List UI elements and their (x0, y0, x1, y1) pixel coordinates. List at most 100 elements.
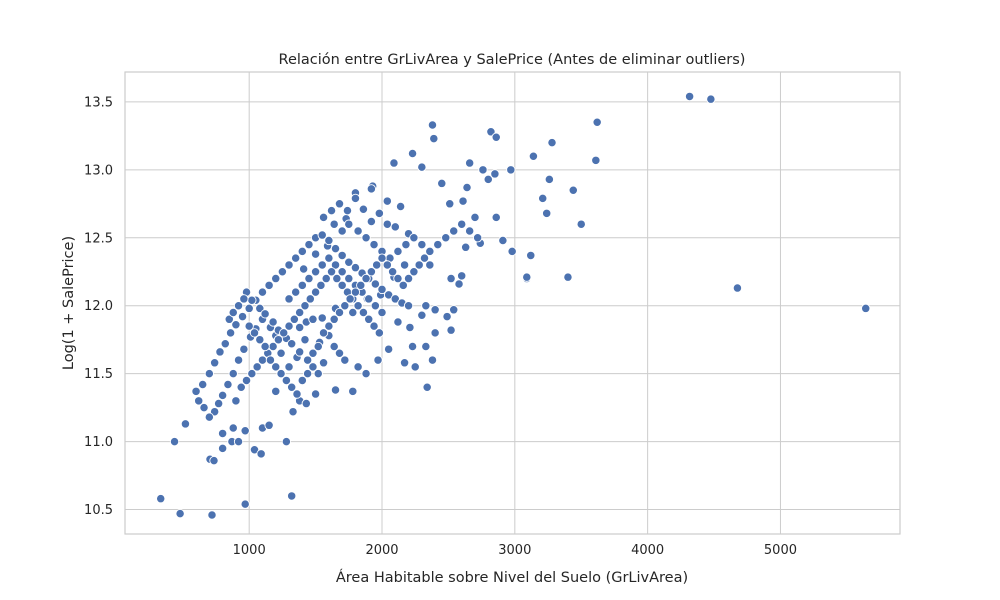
data-point (247, 369, 257, 379)
data-point (350, 287, 361, 297)
data-point (390, 294, 400, 304)
data-point (225, 328, 236, 338)
data-point (366, 267, 377, 277)
data-point (568, 185, 578, 195)
data-point (417, 239, 427, 250)
data-point (526, 250, 536, 261)
data-point (442, 311, 452, 322)
data-point (304, 273, 314, 284)
data-point (298, 264, 309, 274)
data-point (324, 235, 334, 246)
data-point (265, 355, 276, 365)
data-point (297, 280, 307, 290)
data-point (228, 423, 238, 433)
data-point (425, 246, 435, 257)
data-point (383, 344, 394, 354)
data-point (522, 272, 532, 282)
data-point (288, 407, 298, 417)
data-point (297, 375, 307, 386)
data-point (220, 339, 230, 349)
data-point (277, 267, 288, 277)
data-point (223, 379, 233, 390)
data-point (313, 341, 323, 352)
data-point (308, 362, 318, 372)
data-point (528, 151, 539, 161)
data-point (329, 314, 339, 324)
data-point (249, 445, 260, 455)
y-tick-label: 13.5 (84, 95, 113, 110)
data-point (401, 239, 411, 250)
data-point (249, 328, 260, 338)
data-point (449, 226, 459, 236)
data-point (369, 321, 379, 331)
data-point (350, 193, 361, 204)
data-point (302, 355, 313, 365)
data-point (353, 301, 363, 311)
data-point (353, 226, 363, 236)
data-point (317, 230, 327, 240)
data-point (861, 303, 871, 314)
data-point (547, 138, 557, 148)
data-point (313, 369, 323, 379)
data-point (498, 235, 508, 246)
data-point (393, 317, 403, 327)
data-point (370, 301, 381, 311)
data-point (407, 341, 418, 352)
data-point (491, 132, 501, 142)
data-point (334, 348, 345, 358)
data-point (295, 322, 305, 333)
x-tick-label: 4000 (631, 543, 664, 558)
data-point (409, 267, 419, 277)
data-point (264, 420, 274, 430)
data-point (330, 243, 341, 254)
data-point (461, 242, 471, 252)
data-point (231, 396, 241, 406)
data-point (199, 402, 209, 413)
x-tick-label: 2000 (365, 543, 398, 558)
data-point (427, 120, 438, 130)
data-point (287, 491, 297, 501)
data-point (301, 398, 311, 409)
data-point (271, 386, 281, 396)
data-point (405, 322, 415, 333)
x-axis-label: Área Habitable sobre Nivel del Suelo (Gr… (336, 569, 688, 586)
data-point (244, 321, 254, 331)
data-point (260, 341, 270, 352)
data-point (483, 174, 493, 184)
grid (125, 72, 900, 534)
data-point (454, 279, 464, 289)
data-point (422, 382, 432, 392)
data-point (310, 389, 321, 399)
data-point (490, 169, 500, 179)
data-point (478, 165, 488, 175)
data-point (344, 257, 354, 267)
data-point (407, 148, 418, 159)
data-point (310, 249, 321, 259)
data-point (399, 260, 410, 270)
data-point (465, 226, 475, 236)
data-point (340, 355, 350, 365)
data-point (180, 419, 191, 429)
data-point (506, 165, 516, 175)
data-point (318, 328, 329, 338)
data-point (300, 335, 310, 345)
data-point (345, 294, 355, 304)
data-point (287, 339, 297, 349)
data-point (300, 301, 310, 311)
y-tick-label: 10.5 (84, 503, 113, 518)
data-point (326, 267, 337, 277)
data-point (563, 272, 573, 282)
data-point (317, 313, 327, 323)
data-point (247, 295, 257, 305)
data-point (373, 355, 383, 365)
data-point (429, 133, 439, 144)
data-point (472, 233, 483, 243)
data-point (382, 196, 392, 206)
data-point (382, 260, 392, 270)
data-point (329, 341, 339, 352)
data-point (425, 260, 435, 270)
data-point (361, 233, 371, 243)
data-point (399, 358, 410, 368)
data-point (377, 307, 387, 318)
data-point (302, 369, 313, 379)
